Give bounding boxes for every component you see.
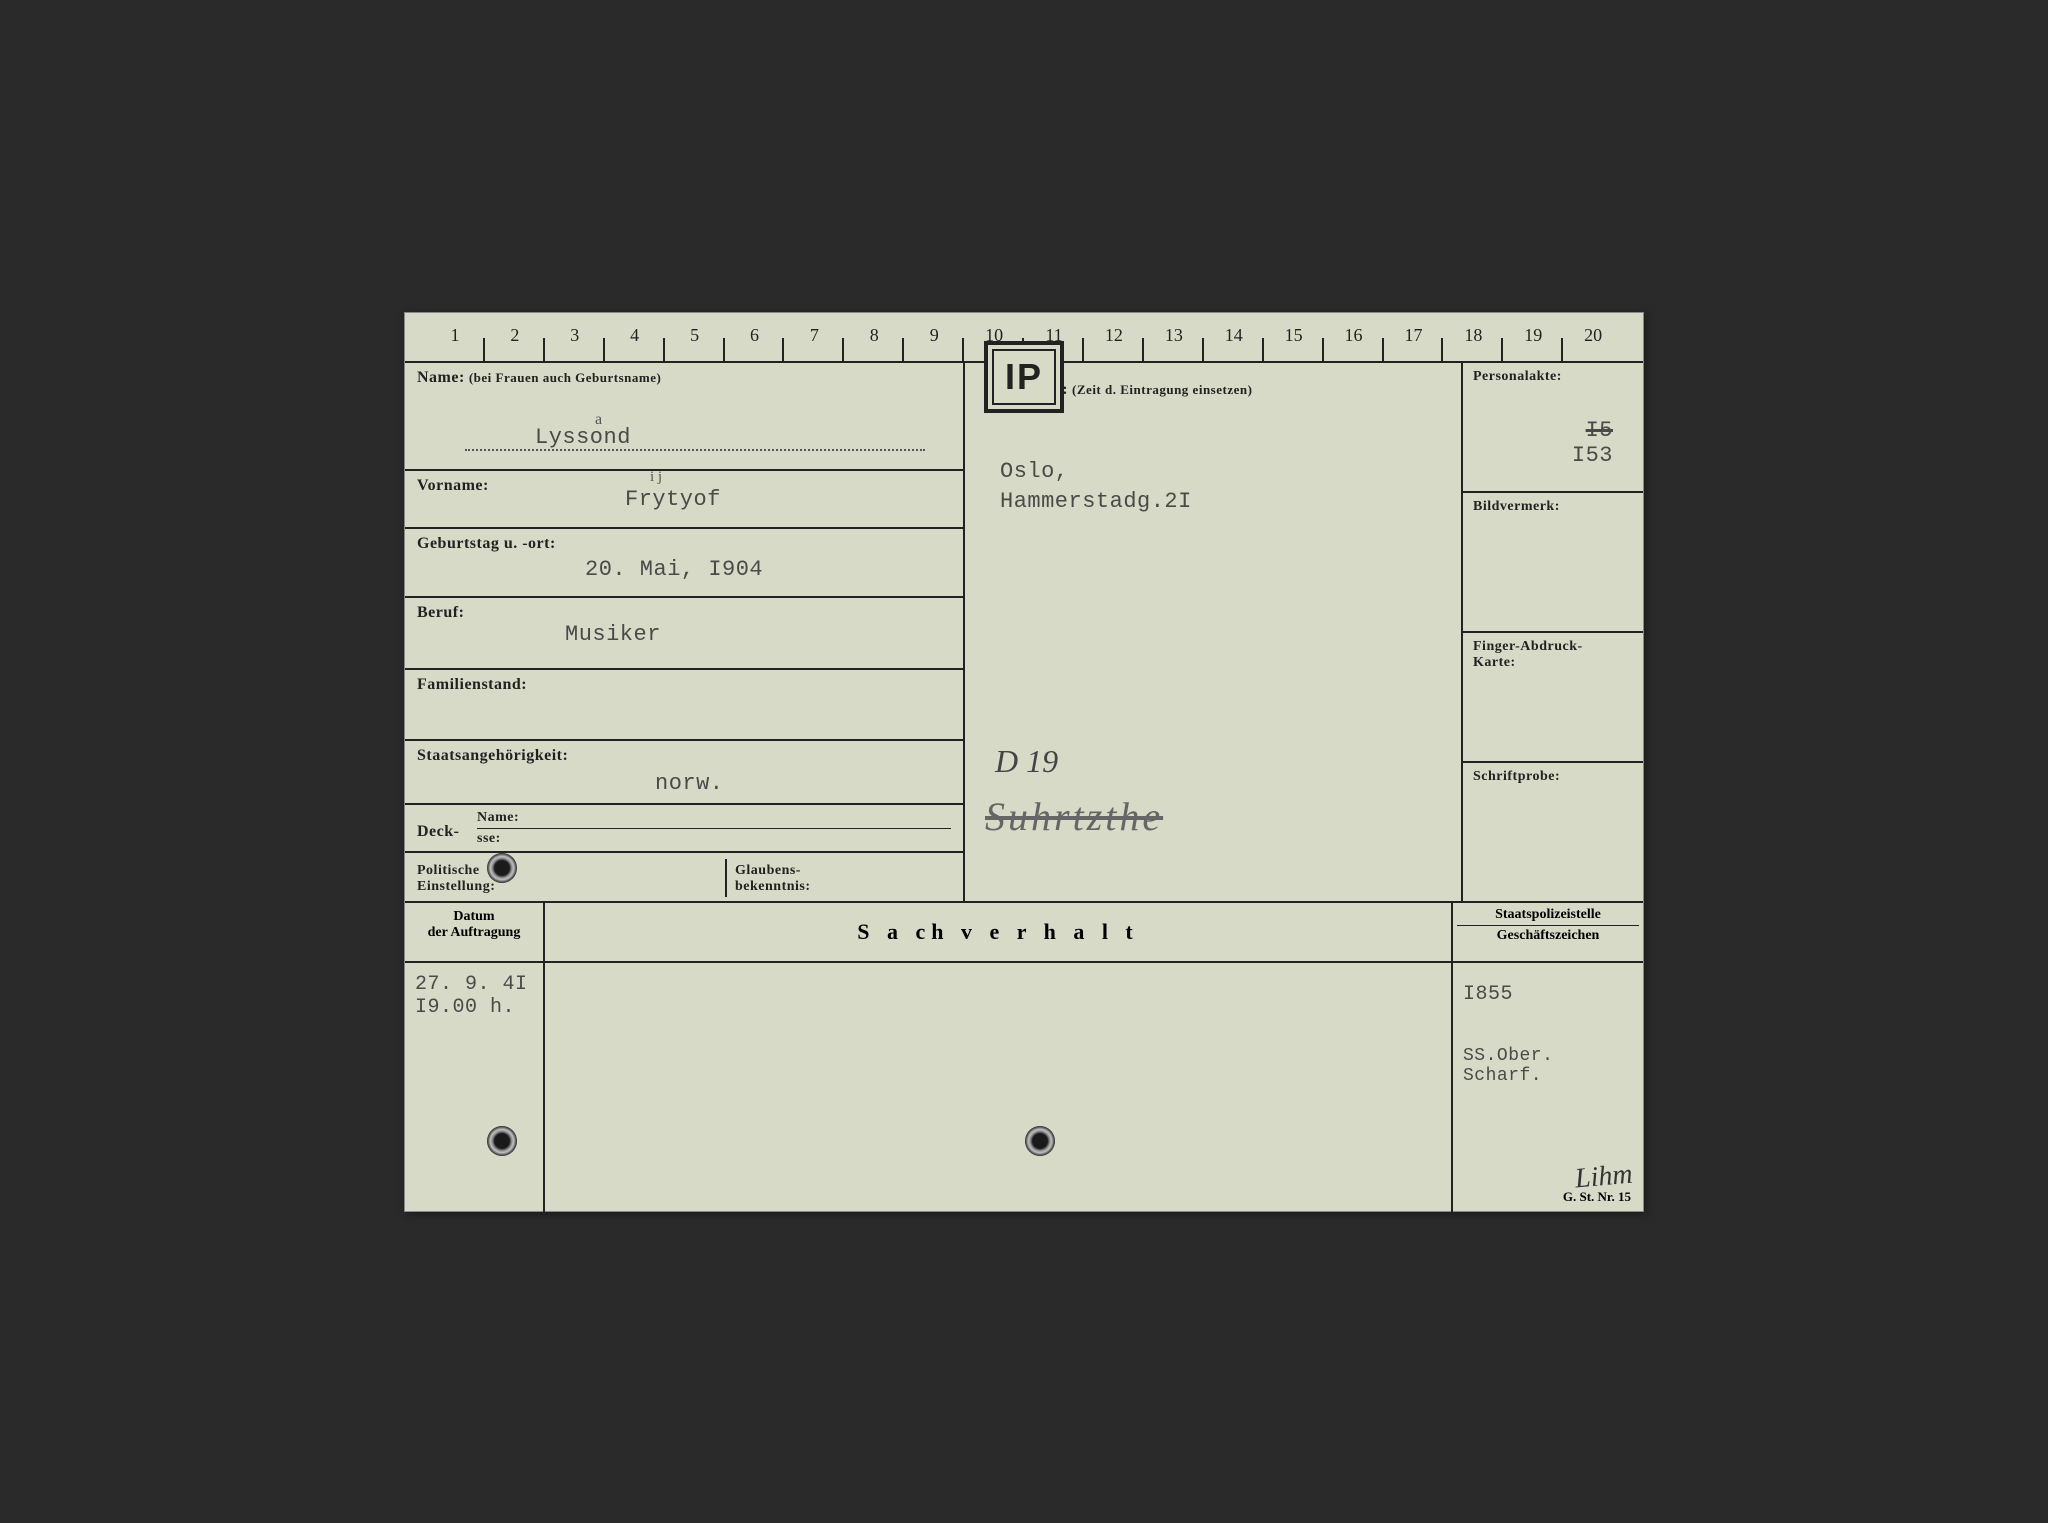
deck-name-label: Name: <box>477 808 951 829</box>
handwritten-d19: D 19 <box>995 743 1058 780</box>
ruler-tick: 16 <box>1324 313 1384 361</box>
staatspolizei-label: Staatspolizeistelle <box>1457 907 1639 926</box>
deck-label: Deck- <box>417 811 477 847</box>
einstellung-label: Einstellung: <box>417 879 725 895</box>
ruler-tick: 13 <box>1144 313 1204 361</box>
wohnung-line1: Oslo, <box>1000 457 1446 488</box>
datum-header: Datum der Auftragung <box>405 903 545 961</box>
left-column: Name: (bei Frauen auch Geburtsname) a Ly… <box>405 363 965 901</box>
vorname-value: Frytyof <box>625 487 721 512</box>
ruler-tick: 20 <box>1563 313 1623 361</box>
name-note: (bei Frauen auch Geburtsname) <box>469 370 662 385</box>
beruf-field: Beruf: Musiker <box>405 598 963 669</box>
bildvermerk-label: Bildvermerk: <box>1473 499 1633 515</box>
ruler-tick: 15 <box>1264 313 1324 361</box>
case-number: I855 <box>1463 983 1633 1006</box>
punch-hole-icon <box>487 1126 517 1156</box>
ruler-tick: 12 <box>1084 313 1144 361</box>
bottom-header: Datum der Auftragung S a ch v e r h a l … <box>405 903 1643 963</box>
geburtstag-label: Geburtstag u. -ort: <box>417 535 556 552</box>
ruler-tick: 7 <box>784 313 844 361</box>
geschaeftszeichen-label: Geschäftszeichen <box>1457 928 1639 944</box>
ip-stamp-text: IP <box>992 349 1056 405</box>
form-number: G. St. Nr. 15 <box>1563 1189 1631 1205</box>
ruler-tick: 3 <box>545 313 605 361</box>
ruler-tick: 18 <box>1443 313 1503 361</box>
politische-label: Politische <box>417 863 725 879</box>
middle-column: Wohnung: (Zeit d. Eintragung einsetzen) … <box>965 363 1463 901</box>
right-column: Personalakte: I5 I53 Bildvermerk: Finger… <box>1463 363 1643 901</box>
name-label: Name: <box>417 369 465 386</box>
schriftprobe-box: Schriftprobe: <box>1463 763 1643 901</box>
sachverhalt-cell <box>545 963 1453 1213</box>
handwritten-scribble: Suhrtzthe <box>985 793 1163 840</box>
familienstand-field: Familienstand: <box>405 670 963 741</box>
familienstand-label: Familienstand: <box>417 676 527 693</box>
staatsang-value: norw. <box>655 771 724 796</box>
wohnung-note: (Zeit d. Eintragung einsetzen) <box>1072 382 1252 397</box>
bekenntnis-label: bekenntnis: <box>735 879 943 895</box>
fingerabdruck-label: Finger-Abdruck- <box>1473 639 1633 655</box>
staatsang-field: Staatsangehörigkeit: norw. <box>405 741 963 804</box>
vorname-correction: i j <box>650 469 662 486</box>
main-section: Name: (bei Frauen auch Geburtsname) a Ly… <box>405 363 1643 903</box>
ruler-tick: 1 <box>425 313 485 361</box>
record-card: 1 2 3 4 5 6 7 8 9 10 11 12 13 14 15 16 1… <box>404 312 1644 1212</box>
ruler-tick: 8 <box>844 313 904 361</box>
beruf-label: Beruf: <box>417 604 464 621</box>
staatspolizei-header: Staatspolizeistelle Geschäftszeichen <box>1453 903 1643 961</box>
name-field: Name: (bei Frauen auch Geburtsname) a Ly… <box>405 363 963 472</box>
ruler-tick: 6 <box>725 313 785 361</box>
deck-adresse-label: sse: <box>477 829 951 849</box>
vorname-label: Vorname: <box>417 477 489 494</box>
auftragung-label: der Auftragung <box>411 925 537 941</box>
datum-cell: 27. 9. 4I I9.00 h. <box>405 963 545 1213</box>
datum-line2: I9.00 h. <box>415 996 533 1019</box>
personalakte-label: Personalakte: <box>1473 369 1633 385</box>
rank-value: SS.Ober. Scharf. <box>1463 1046 1633 1086</box>
bildvermerk-box: Bildvermerk: <box>1463 493 1643 633</box>
ruler-tick: 5 <box>665 313 725 361</box>
deck-field: Deck- Name: sse: <box>405 805 963 853</box>
beruf-value: Musiker <box>565 622 661 647</box>
ruler-tick: 17 <box>1384 313 1444 361</box>
staatsang-label: Staatsangehörigkeit: <box>417 747 568 764</box>
sachverhalt-header: S a ch v e r h a l t <box>545 903 1453 961</box>
ruler-tick: 9 <box>904 313 964 361</box>
personalakte-value: I53 <box>1572 443 1613 468</box>
ruler-tick: 14 <box>1204 313 1264 361</box>
bottom-body: 27. 9. 4I I9.00 h. I855 SS.Ober. Scharf.… <box>405 963 1643 1213</box>
wohnung-value: Oslo, Hammerstadg.2I <box>1000 457 1446 519</box>
ip-stamp-box: IP <box>984 341 1064 413</box>
geburtstag-value: 20. Mai, I904 <box>585 557 763 582</box>
wohnung-line2: Hammerstadg.2I <box>1000 487 1446 518</box>
personalakte-struck: I5 <box>1586 418 1613 443</box>
glaubens-label: Glaubens- <box>735 863 943 879</box>
personalakte-box: Personalakte: I5 I53 <box>1463 363 1643 493</box>
geburtstag-field: Geburtstag u. -ort: 20. Mai, I904 <box>405 529 963 598</box>
schriftprobe-label: Schriftprobe: <box>1473 769 1633 785</box>
fingerabdruck-box: Finger-Abdruck- Karte: <box>1463 633 1643 763</box>
ruler-tick: 4 <box>605 313 665 361</box>
datum-line1: 27. 9. 4I <box>415 973 533 996</box>
karte-label: Karte: <box>1473 655 1633 671</box>
ruler-tick: 19 <box>1503 313 1563 361</box>
punch-hole-icon <box>487 853 517 883</box>
punch-hole-icon <box>1025 1126 1055 1156</box>
name-value: Lyssond <box>535 425 631 450</box>
vorname-field: Vorname: i j Frytyof <box>405 471 963 529</box>
ruler-tick: 2 <box>485 313 545 361</box>
right-cell: I855 SS.Ober. Scharf. Lihm <box>1453 963 1643 1213</box>
datum-label: Datum <box>411 909 537 925</box>
